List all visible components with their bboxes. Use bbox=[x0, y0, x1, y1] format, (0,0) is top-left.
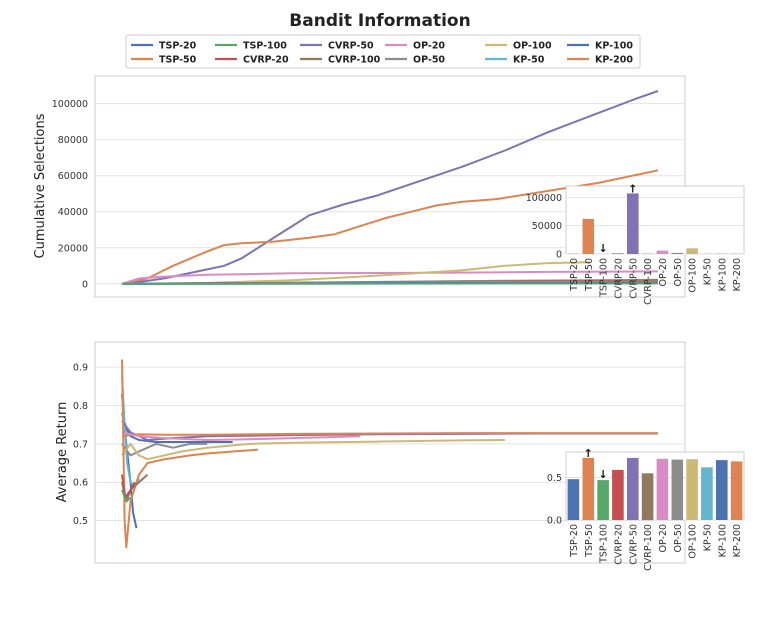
inset-bar-cvrp-50 bbox=[627, 458, 639, 520]
inset-xtick-label: KP-200 bbox=[732, 524, 743, 557]
inset-bar-op-50 bbox=[672, 460, 684, 520]
legend-label-cvrp-100: CVRP-100 bbox=[328, 55, 381, 66]
bottom-ylabel: Average Return bbox=[55, 402, 70, 503]
legend-label-op-20: OP-20 bbox=[413, 41, 445, 52]
inset-xtick-label: TSP-20 bbox=[569, 524, 580, 558]
ytick-label: 0.5 bbox=[73, 516, 88, 527]
inset-xtick-label: TSP-50 bbox=[584, 258, 595, 292]
average-return-panel: 0.5 0.6 0.7 0.8 0.9 Average Return 0.0 0.5 TSP… bbox=[55, 342, 744, 571]
inset-xtick-label: OP-20 bbox=[658, 524, 669, 553]
inset-bar-cvrp-100 bbox=[642, 473, 654, 520]
legend-label-kp-200: KP-200 bbox=[595, 55, 633, 66]
inset-xtick-label: KP-50 bbox=[702, 524, 713, 551]
min-arrow-icon: ↓ bbox=[598, 242, 607, 255]
inset-ytick-label: 100000 bbox=[526, 193, 562, 204]
inset-xtick-label: KP-100 bbox=[717, 524, 728, 557]
inset-xtick-label: TSP-100 bbox=[599, 524, 610, 564]
inset-bar-op-100 bbox=[686, 459, 698, 520]
top-ylabel: Cumulative Selections bbox=[33, 113, 48, 258]
inset-bar-op-50 bbox=[672, 253, 684, 254]
ytick-label: 0.6 bbox=[73, 478, 88, 489]
inset-ytick-label: 0 bbox=[556, 250, 562, 261]
legend-box bbox=[126, 35, 640, 68]
legend-label-kp-100: KP-100 bbox=[595, 41, 633, 52]
inset-ytick-label: 0.5 bbox=[547, 473, 562, 484]
inset-xtick-label: KP-100 bbox=[717, 258, 728, 291]
ytick-label: 0.7 bbox=[73, 439, 88, 450]
legend-label-tsp-20: TSP-20 bbox=[159, 41, 197, 52]
inset-xtick-label: CVRP-100 bbox=[643, 258, 654, 305]
inset-bar-cvrp-20 bbox=[612, 253, 624, 254]
inset-xtick-label: CVRP-20 bbox=[613, 258, 624, 299]
max-arrow-icon: ↑ bbox=[628, 182, 637, 195]
inset-xtick-label: CVRP-20 bbox=[613, 524, 624, 565]
bottom-inset-bar-chart: 0.0 0.5 TSP-20 TSP-50 ↑ TSP-100 ↓ CVRP-20 CVRP-5… bbox=[547, 447, 744, 571]
legend-label-kp-50: KP-50 bbox=[513, 55, 545, 66]
max-arrow-icon: ↑ bbox=[584, 447, 593, 460]
inset-xtick-label: TSP-100 bbox=[599, 258, 610, 298]
inset-xtick-label: TSP-20 bbox=[569, 258, 580, 292]
inset-xtick-label: CVRP-100 bbox=[643, 524, 654, 571]
ytick-label: 20000 bbox=[58, 243, 88, 254]
inset-bar-tsp-50 bbox=[583, 219, 595, 254]
inset-xtick-label: OP-50 bbox=[673, 524, 684, 553]
inset-bar-tsp-20 bbox=[568, 479, 580, 520]
min-arrow-icon: ↓ bbox=[598, 468, 607, 481]
inset-xtick-label: TSP-50 bbox=[584, 524, 595, 558]
ytick-label: 100000 bbox=[52, 99, 88, 110]
inset-bar-kp-200 bbox=[731, 461, 743, 520]
inset-ytick-label: 0.0 bbox=[547, 516, 562, 527]
ytick-label: 0.8 bbox=[73, 401, 88, 412]
legend-label-cvrp-50: CVRP-50 bbox=[328, 41, 374, 52]
inset-xtick-label: OP-20 bbox=[658, 258, 669, 287]
legend-label-op-50: OP-50 bbox=[413, 55, 445, 66]
ytick-label: 80000 bbox=[58, 135, 88, 146]
inset-xtick-label: OP-100 bbox=[688, 258, 699, 293]
ytick-label: 60000 bbox=[58, 171, 88, 182]
legend-label-cvrp-20: CVRP-20 bbox=[243, 55, 289, 66]
inset-bar-tsp-100 bbox=[597, 480, 609, 520]
chart-title: Bandit Information bbox=[289, 11, 470, 31]
inset-bar-cvrp-50 bbox=[627, 193, 639, 254]
ytick-label: 0 bbox=[82, 279, 88, 290]
inset-bar-tsp-50 bbox=[583, 458, 595, 520]
ytick-label: 0.9 bbox=[73, 363, 88, 374]
inset-bar-op-20 bbox=[657, 459, 669, 520]
inset-xtick-label: CVRP-50 bbox=[628, 524, 639, 565]
legend-label-tsp-50: TSP-50 bbox=[159, 55, 197, 66]
legend-label-tsp-100: TSP-100 bbox=[243, 41, 287, 52]
inset-xtick-label: CVRP-50 bbox=[628, 258, 639, 299]
inset-bar-kp-50 bbox=[701, 467, 713, 520]
ytick-label: 40000 bbox=[58, 207, 88, 218]
inset-xtick-label: KP-200 bbox=[732, 258, 743, 291]
inset-xtick-label: KP-50 bbox=[702, 258, 713, 285]
cumulative-selections-panel: 0 20000 40000 60000 80000 100000 Cumulative S… bbox=[33, 76, 744, 305]
legend: TSP-20 TSP-50 TSP-100 CVRP-20 CVRP-50 CVRP-10… bbox=[126, 35, 640, 68]
legend-label-op-100: OP-100 bbox=[513, 41, 552, 52]
inset-bar-op-100 bbox=[686, 248, 698, 254]
inset-bar-cvrp-20 bbox=[612, 470, 624, 520]
inset-xtick-label: OP-100 bbox=[688, 524, 699, 559]
inset-bar-op-20 bbox=[657, 251, 669, 254]
inset-bar-kp-100 bbox=[716, 460, 728, 520]
inset-ytick-label: 50000 bbox=[532, 221, 562, 232]
inset-xtick-label: OP-50 bbox=[673, 258, 684, 287]
